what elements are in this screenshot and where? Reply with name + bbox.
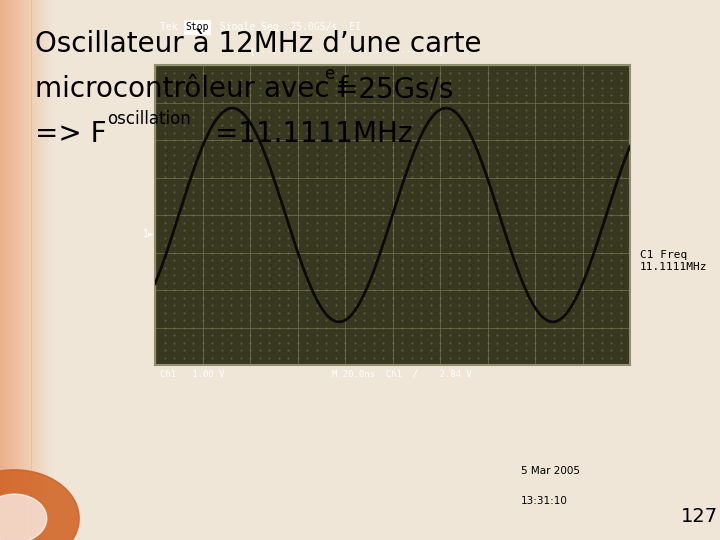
Text: 1►: 1►	[143, 229, 154, 239]
Text: Single Seq  25.0GS/s  EI: Single Seq 25.0GS/s EI	[215, 23, 361, 32]
Bar	[43, 0, 44, 540]
Bar	[48, 0, 50, 540]
Bar	[35, 0, 36, 540]
Bar	[46, 0, 47, 540]
Bar	[40, 0, 42, 540]
Bar	[16, 0, 17, 540]
Bar	[8, 0, 9, 540]
Bar	[32, 0, 33, 540]
Bar	[18, 0, 19, 540]
Text: Tek: Tek	[160, 23, 184, 32]
Bar	[23, 0, 24, 540]
Text: Stop: Stop	[186, 23, 210, 32]
Text: =11.1111MHz: =11.1111MHz	[215, 120, 413, 148]
Bar	[19, 0, 20, 540]
Text: 127: 127	[681, 507, 719, 526]
Text: oscillation: oscillation	[107, 110, 191, 128]
Bar	[26, 0, 27, 540]
Bar	[37, 0, 39, 540]
Text: Oscillateur à 12MHz d’une carte: Oscillateur à 12MHz d’une carte	[35, 30, 482, 58]
Text: 5 Mar 2005: 5 Mar 2005	[521, 466, 580, 476]
Bar	[29, 0, 30, 540]
Bar	[4, 0, 6, 540]
Bar	[25, 0, 26, 540]
Bar	[42, 0, 43, 540]
Bar	[17, 0, 18, 540]
Bar	[15, 0, 16, 540]
Text: 13:31:10: 13:31:10	[521, 496, 568, 506]
Polygon shape	[0, 494, 47, 540]
Polygon shape	[0, 470, 79, 540]
Bar	[13, 0, 14, 540]
Bar	[24, 0, 25, 540]
Bar	[6, 0, 7, 540]
Bar	[22, 0, 23, 540]
Text: e: e	[324, 65, 334, 83]
Bar	[3, 0, 4, 540]
Bar	[21, 0, 22, 540]
Bar	[36, 0, 37, 540]
Bar	[33, 0, 34, 540]
Text: C1 Freq
11.1111MHz: C1 Freq 11.1111MHz	[639, 250, 707, 272]
Bar	[12, 0, 13, 540]
Text: => F: => F	[35, 120, 107, 148]
Text: =25Gs/s: =25Gs/s	[335, 75, 454, 103]
Bar	[52, 0, 53, 540]
Text: microcontrôleur avec f: microcontrôleur avec f	[35, 75, 348, 103]
Bar	[0, 0, 1, 540]
Bar	[10, 0, 11, 540]
Bar	[30, 0, 31, 540]
Bar	[30, 0, 32, 540]
Bar	[47, 0, 48, 540]
Bar	[14, 0, 15, 540]
Bar	[44, 0, 45, 540]
Bar	[1, 0, 3, 540]
Bar	[28, 0, 29, 540]
Bar	[45, 0, 46, 540]
Text: [···T······························]: [···T······························]	[250, 48, 444, 57]
Bar	[27, 0, 28, 540]
Bar	[51, 0, 52, 540]
Bar	[7, 0, 8, 540]
Bar	[20, 0, 21, 540]
Bar	[9, 0, 10, 540]
Bar	[11, 0, 12, 540]
Text: Ch1   1.00 V                    M 20.0ns  Ch1  /    2.84 V: Ch1 1.00 V M 20.0ns Ch1 / 2.84 V	[160, 369, 472, 379]
Bar	[53, 0, 54, 540]
Bar	[50, 0, 51, 540]
Bar	[39, 0, 40, 540]
